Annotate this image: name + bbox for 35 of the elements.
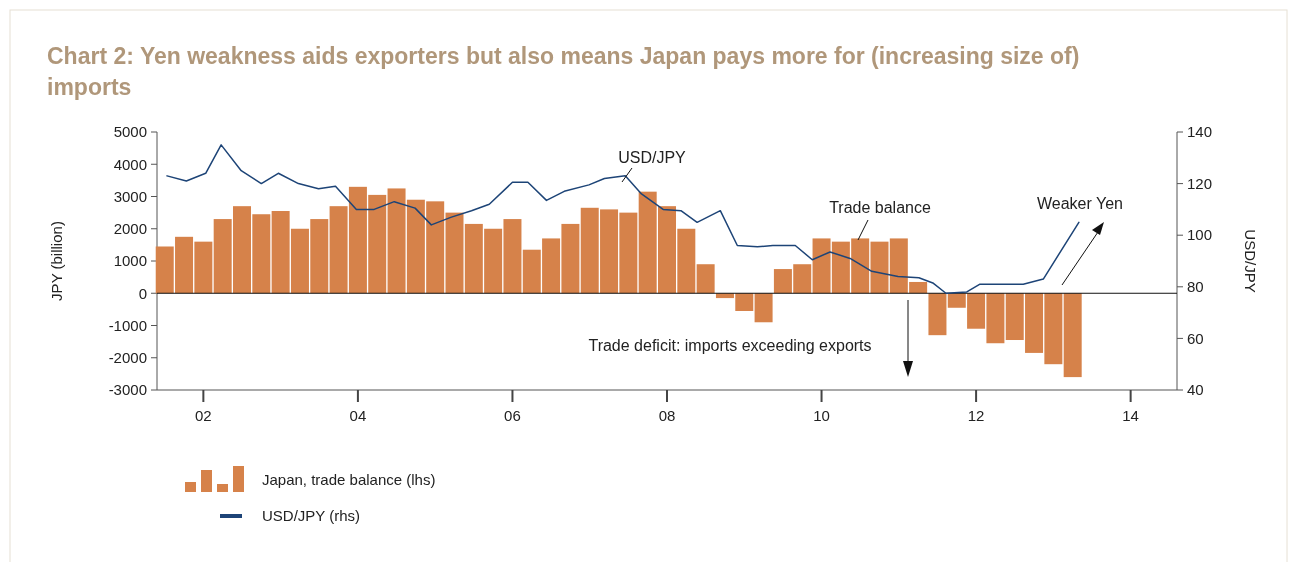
bar: [696, 264, 715, 294]
y-axis-title: JPY (billion): [48, 221, 65, 301]
y-tick-label: 4000: [113, 155, 147, 173]
x-tick-label: 04: [349, 407, 367, 424]
y2-tick-label: 120: [1187, 174, 1213, 192]
y2-tick-label: 100: [1187, 226, 1213, 244]
bar: [754, 293, 773, 323]
y2-tick-label: 60: [1187, 329, 1204, 347]
chart-title: Chart 2: Yen weakness aids exporters but also means Japan pays more for (increasing size of) imports: [47, 43, 1080, 100]
legend-label: USD/JPY (rhs): [262, 507, 361, 524]
y-tick-label: 1000: [113, 252, 147, 270]
y-tick-label: -2000: [108, 349, 147, 366]
y-tick-label: 5000: [113, 123, 147, 141]
legend-label: Japan, trade balance (lhs): [262, 471, 436, 488]
annotation: USD/JPY: [618, 149, 687, 166]
y-tick-label: 3000: [113, 187, 147, 205]
annotation: Weaker Yen: [1037, 195, 1123, 212]
y-tick-label: 0: [138, 284, 147, 302]
y2-tick-label: 40: [1187, 381, 1204, 399]
y-tick-label: -1000: [108, 316, 147, 334]
x-tick-label: 14: [1122, 407, 1139, 424]
annotation: Trade deficit: imports exceeding exports: [588, 337, 872, 354]
x-tick-label: 12: [967, 407, 985, 424]
x-tick-label: 02: [195, 407, 212, 424]
x-tick-label: 08: [658, 407, 676, 424]
y-tick-label: 2000: [113, 220, 147, 237]
x-tick-label: 10: [813, 407, 830, 424]
x-tick-label: 06: [504, 407, 521, 424]
bar: [1063, 293, 1082, 378]
bar: [928, 293, 947, 336]
y2-axis-title: USD/JPY: [1242, 229, 1259, 293]
annotation: Trade balance: [829, 199, 931, 216]
y2-tick-label: 80: [1187, 278, 1204, 296]
y2-tick-label: 140: [1187, 123, 1213, 141]
y-tick-label: -3000: [108, 381, 147, 399]
